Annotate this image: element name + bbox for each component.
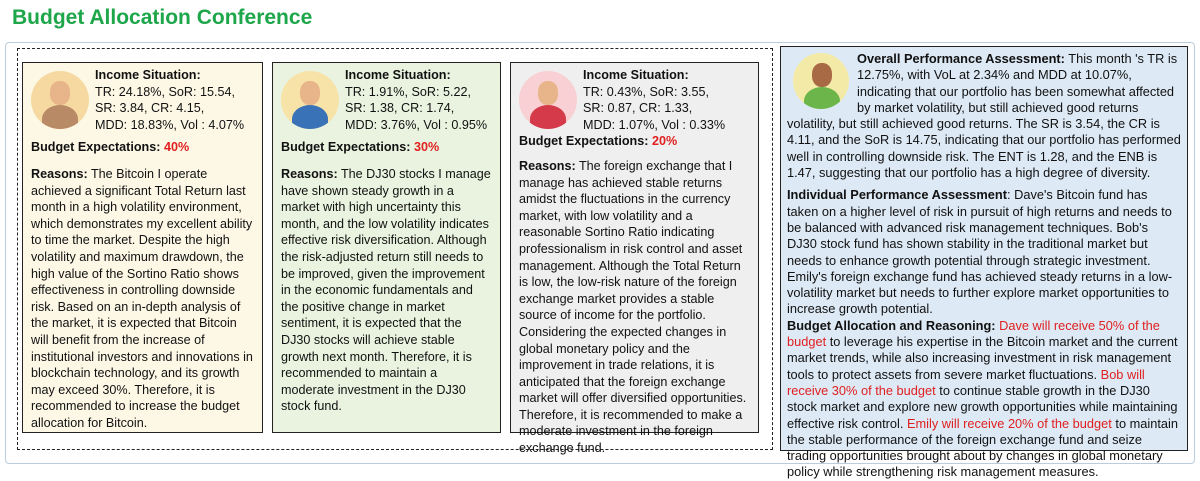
avatar-emily-icon: [519, 71, 577, 129]
reasons: Reasons: The Bitcoin I operate achieved …: [31, 166, 253, 430]
reasons: Reasons: The DJ30 stocks I manage have s…: [281, 166, 491, 414]
overall-assessment: Overall Performance Assessment: This mon…: [787, 51, 1181, 181]
income-line: TR: 24.18%, SoR: 15.54,: [95, 84, 236, 99]
avatar-bob-icon: [281, 71, 339, 129]
avatar-dave-icon: [31, 71, 89, 129]
agent-card-bitcoin: Income Situation: TR: 24.18%, SoR: 15.54…: [22, 62, 263, 433]
income-line: MDD: 1.07%, Vol : 0.33%: [583, 117, 726, 132]
manager-card: Overall Performance Assessment: This mon…: [780, 46, 1188, 479]
income-label: Income Situation:: [345, 68, 451, 82]
income-line: SR: 1.38, CR: 1.74,: [345, 101, 455, 116]
income-line: MDD: 18.83%, Vol : 4.07%: [95, 117, 245, 132]
budget-expectation: Budget Expectations: 20%: [519, 134, 678, 149]
income-line: SR: 0.87, CR: 1.33,: [583, 101, 693, 116]
budget-allocation: Budget Allocation and Reasoning: Dave wi…: [787, 317, 1178, 480]
avatar-manager-icon: [793, 53, 849, 109]
income-label: Income Situation:: [95, 68, 201, 82]
income-line: TR: 0.43%, SoR: 3.55,: [583, 84, 709, 99]
page-title: Budget Allocation Conference: [12, 6, 313, 29]
income-label: Income Situation:: [583, 68, 689, 82]
income-line: MDD: 3.76%, Vol : 0.95%: [345, 117, 488, 132]
individual-assessment: Individual Performance Assessment: Dave'…: [787, 187, 1173, 317]
budget-expectation: Budget Expectations: 40%: [31, 140, 190, 155]
outer-frame: [5, 42, 1195, 464]
income-line: SR: 3.84, CR: 4.15,: [95, 101, 205, 116]
reasons: Reasons: The foreign exchange that I man…: [519, 158, 747, 456]
income-line: TR: 1.91%, SoR: 5.22,: [345, 84, 471, 99]
agent-card-forex: Income Situation: TR: 0.43%, SoR: 3.55, …: [510, 62, 759, 455]
agents-group: [17, 48, 773, 450]
budget-expectation: Budget Expectations: 30%: [281, 140, 440, 155]
agent-card-dj30: Income Situation: TR: 1.91%, SoR: 5.22, …: [272, 62, 501, 433]
